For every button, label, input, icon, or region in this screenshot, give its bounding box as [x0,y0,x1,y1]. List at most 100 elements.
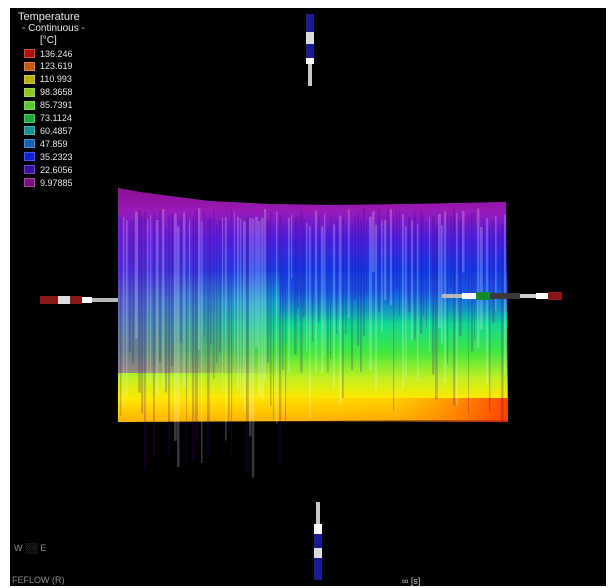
streak [390,209,392,306]
streak [351,224,354,371]
streak [243,221,246,412]
legend-title: Temperature [18,11,80,23]
streak [375,224,378,391]
streak [393,218,395,411]
streak [294,217,297,355]
legend-swatch [24,74,35,84]
streak [141,216,144,414]
legend-swatch [24,139,35,149]
streak [336,220,338,334]
streak [357,212,360,346]
streak [354,217,356,300]
streak [315,210,318,373]
legend-swatch [24,100,35,110]
streak [396,209,398,290]
streak [297,216,299,308]
legend-value: 110.993 [40,74,72,85]
streak [450,215,453,289]
streak [477,208,480,348]
streak [384,219,387,300]
streak [495,215,497,311]
streak [156,220,159,397]
streak [180,219,182,343]
legend-swatch [24,87,35,97]
streak [420,210,423,334]
streak [408,217,411,313]
3d-viewport[interactable]: Temperature - Continuous - [°C] 136.246 1… [10,8,606,586]
legend-value: 9.97885 [40,177,73,188]
legend-swatch [24,178,35,187]
legend-value: 35.2323 [40,151,73,162]
streak [279,214,282,462]
left-streaks [118,223,288,373]
streak [174,213,177,441]
streak [255,216,258,348]
streak [216,223,218,363]
streak [270,212,272,406]
streak [282,224,284,370]
legend-swatch [24,126,35,136]
legend-swatch [24,165,35,175]
streak [237,216,240,390]
software-label: FEFLOW (R) [12,575,65,585]
streak [162,208,165,387]
streak [195,210,198,442]
streak [210,217,212,346]
streak [486,218,489,385]
streak [363,208,365,337]
legend-value: 73.1124 [40,113,72,123]
streak [234,211,236,375]
legend-entry: 136.246 [24,48,73,59]
legend-entry: 110.993 [24,74,72,85]
streak [459,220,462,337]
streak [426,222,428,328]
vertical-streaks [120,208,507,478]
streak [327,227,329,373]
streak [462,210,465,273]
streak [300,210,303,373]
streak [288,217,290,373]
streak [471,212,474,352]
streak [126,219,128,398]
streak [186,213,188,468]
streak [132,221,135,364]
streak [183,212,186,388]
streak [192,217,195,460]
streak [324,213,326,356]
streak [345,225,347,334]
legend-entry: 22.6056 [24,164,73,175]
streak [480,226,483,330]
streak [441,225,443,344]
streak [120,217,122,417]
streak [123,216,125,408]
streak [249,217,252,437]
streak [321,226,324,374]
streak [378,208,381,312]
legend-subtitle: - Continuous - [22,23,85,34]
streak [465,221,467,283]
legend-swatch [24,113,35,123]
streak [168,216,170,455]
streak [189,219,191,402]
streak [309,225,311,419]
well-right [442,292,562,300]
legend-entry: 98.3658 [24,87,73,98]
streak [483,222,485,285]
legend-swatch [24,61,35,71]
streak [264,209,266,381]
legend-entry: 60.4857 [24,125,73,136]
streak [369,216,372,371]
legend-entry: 47.859 [24,138,68,149]
legend-unit: [°C] [40,35,57,46]
streak [240,218,242,398]
streak [198,208,201,351]
legend-entry: 73.1124 [24,113,72,124]
streak [498,226,500,288]
streak [456,212,458,406]
streak [474,213,476,340]
streak [147,218,149,386]
legend-entry: 35.2323 [24,151,73,162]
streak [204,211,206,337]
streak [339,215,342,405]
well-left [40,296,118,304]
